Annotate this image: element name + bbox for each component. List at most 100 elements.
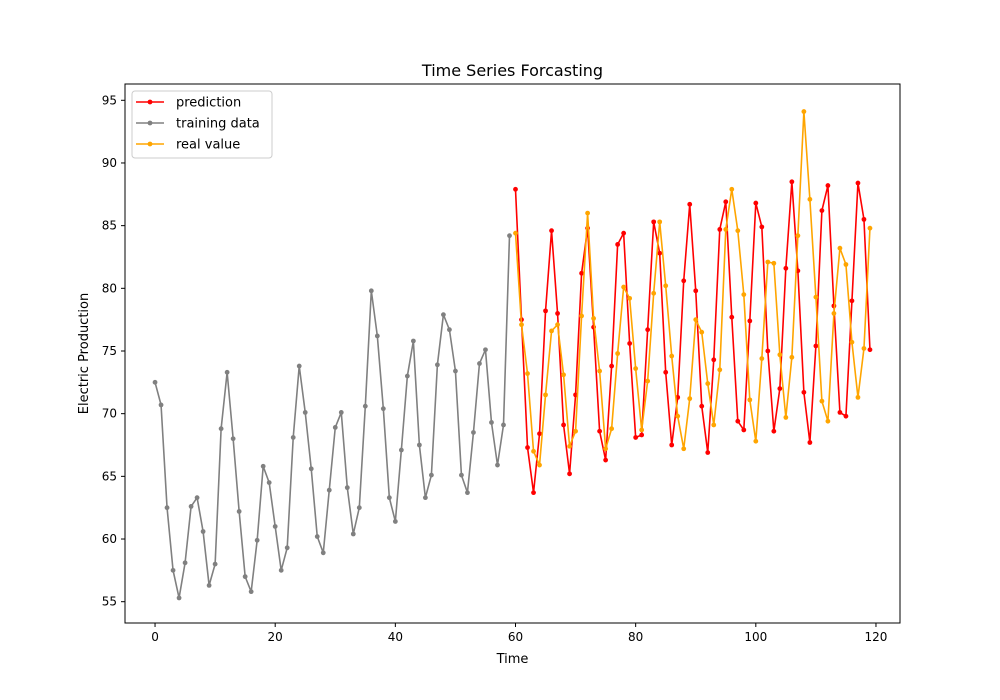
x-axis: 0 20 40 60 80 100 120	[151, 623, 887, 644]
data-point-prediction	[783, 265, 789, 271]
data-point-prediction	[843, 413, 849, 419]
data-point-real-value	[663, 283, 669, 289]
data-point-prediction	[753, 200, 759, 206]
legend-label-real-value: real value	[176, 138, 240, 153]
data-point-training-data	[326, 487, 332, 493]
x-tick-label: 0	[151, 630, 159, 644]
data-point-prediction	[657, 250, 663, 256]
data-point-real-value	[591, 316, 596, 321]
data-point-real-value	[825, 418, 831, 424]
legend: prediction training data real value	[131, 90, 273, 159]
y-tick-label: 55	[102, 595, 117, 609]
data-point-real-value	[801, 109, 807, 114]
data-point-training-data	[404, 373, 410, 379]
data-point-real-value	[633, 366, 639, 371]
data-point-training-data	[164, 505, 170, 511]
legend-marker-real-value	[147, 141, 153, 147]
data-point-training-data	[254, 537, 260, 543]
data-point-real-value	[597, 368, 603, 374]
x-tick-label: 60	[508, 630, 523, 644]
data-point-real-value	[657, 219, 663, 225]
y-axis: 55 60 65 70 75 80 85 90 95	[102, 93, 125, 609]
data-point-real-value	[585, 210, 590, 216]
data-point-training-data	[465, 490, 470, 496]
data-point-training-data	[170, 567, 176, 573]
data-point-prediction	[687, 201, 693, 207]
data-point-training-data	[435, 362, 440, 368]
data-point-prediction	[621, 230, 627, 236]
y-tick-label: 75	[102, 344, 117, 358]
data-point-real-value	[651, 290, 657, 296]
data-point-training-data	[290, 435, 296, 440]
data-point-training-data	[416, 442, 422, 448]
data-point-training-data	[158, 402, 164, 408]
data-point-prediction	[855, 180, 861, 186]
data-point-prediction	[537, 431, 542, 437]
chart-title: Time Series Forcasting	[421, 61, 603, 80]
data-point-training-data	[248, 589, 254, 595]
data-point-real-value	[855, 394, 861, 400]
x-tick-label: 100	[744, 630, 767, 644]
y-tick-label: 85	[102, 219, 117, 233]
data-point-training-data	[447, 327, 452, 333]
series-prediction	[513, 179, 873, 496]
data-point-real-value	[783, 415, 789, 420]
data-point-training-data	[441, 312, 446, 318]
data-point-training-data	[507, 233, 512, 239]
y-tick-label: 90	[102, 156, 117, 170]
data-point-real-value	[735, 228, 741, 234]
series-layer	[152, 109, 873, 601]
data-point-real-value	[765, 259, 771, 265]
data-point-real-value	[609, 426, 615, 432]
legend-box	[131, 90, 273, 159]
data-point-training-data	[236, 509, 242, 514]
data-point-prediction	[639, 432, 645, 438]
plot-area-frame	[124, 83, 901, 624]
x-tick-label: 40	[388, 630, 403, 644]
legend-label-training-data: training data	[176, 117, 260, 132]
data-point-prediction	[729, 314, 735, 320]
y-tick-label: 80	[102, 281, 117, 295]
data-point-training-data	[356, 505, 362, 511]
data-point-real-value	[849, 339, 855, 345]
y-tick-label: 95	[102, 93, 117, 107]
data-point-prediction	[849, 298, 855, 304]
data-point-real-value	[861, 346, 867, 351]
data-point-training-data	[344, 485, 350, 491]
data-point-prediction	[825, 183, 831, 188]
data-point-real-value	[639, 427, 645, 433]
data-point-training-data	[266, 480, 272, 486]
data-point-real-value	[831, 310, 837, 316]
data-point-real-value	[627, 295, 633, 301]
data-point-training-data	[212, 561, 218, 567]
data-point-training-data	[362, 403, 368, 409]
data-point-training-data	[374, 333, 380, 339]
data-point-prediction	[723, 199, 729, 205]
data-point-training-data	[471, 430, 476, 435]
data-point-real-value	[807, 196, 813, 202]
data-point-prediction	[705, 450, 711, 455]
data-point-prediction	[513, 186, 518, 192]
x-axis-label: Time	[496, 652, 529, 667]
data-point-real-value	[579, 313, 584, 319]
data-point-real-value	[537, 462, 542, 468]
data-point-prediction	[549, 228, 554, 234]
data-point-prediction	[819, 208, 825, 214]
data-point-training-data	[194, 495, 200, 501]
data-point-real-value	[555, 322, 560, 328]
data-point-prediction	[717, 227, 723, 232]
x-tick-label: 120	[865, 630, 888, 644]
data-point-prediction	[645, 327, 651, 333]
data-point-prediction	[561, 422, 566, 428]
data-point-training-data	[296, 363, 302, 369]
data-point-training-data	[218, 426, 224, 432]
data-point-prediction	[777, 386, 783, 391]
data-point-training-data	[489, 420, 494, 425]
data-point-real-value	[573, 428, 578, 434]
legend-marker-prediction	[147, 99, 153, 105]
data-point-prediction	[807, 440, 813, 445]
data-point-prediction	[867, 347, 873, 353]
data-point-real-value	[795, 233, 801, 239]
data-point-training-data	[386, 495, 392, 501]
data-point-training-data	[501, 422, 506, 428]
